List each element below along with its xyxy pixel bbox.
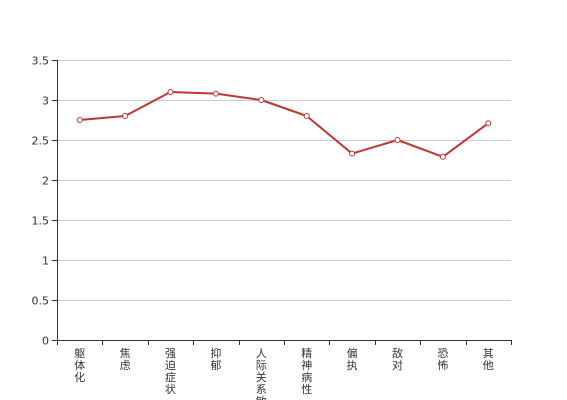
data-point[interactable] (212, 90, 219, 97)
grid-lines (57, 60, 511, 301)
data-point[interactable] (349, 150, 356, 157)
y-tick-label: 2 (42, 175, 49, 188)
data-point[interactable] (485, 120, 492, 127)
x-tick-label: 躯体化 (74, 347, 85, 384)
data-point[interactable] (439, 153, 446, 160)
x-tick-label: 精神病性 (301, 347, 312, 396)
x-tick-label: 抑郁 (210, 346, 221, 372)
y-tick-label: 1 (42, 255, 49, 268)
x-tick-label: 其他 (483, 347, 494, 372)
y-tick-label: 1.5 (32, 215, 50, 228)
y-tick-label: 3.5 (32, 55, 50, 68)
x-tick-label: 人际关系敏感 (256, 347, 267, 400)
x-tick-label: 恐怖 (437, 347, 448, 372)
data-point[interactable] (122, 113, 129, 119)
y-tick-label: 3 (42, 95, 49, 108)
x-tick-label: 焦虑 (120, 347, 131, 372)
y-tick-label: 0.5 (32, 295, 50, 308)
x-tick-label: 偏执 (347, 346, 358, 372)
y-tick-label: 2.5 (32, 135, 50, 148)
series-layer (76, 89, 492, 160)
data-point[interactable] (258, 97, 265, 103)
y-tick-label: 0 (42, 335, 49, 348)
x-tick-label: 敌对 (392, 346, 403, 372)
y-axis: 0 0.5 1 1.5 2 2.5 3 3.5 (32, 55, 58, 348)
data-point[interactable] (394, 137, 401, 143)
data-point[interactable] (303, 113, 310, 119)
data-point[interactable] (76, 117, 83, 123)
x-axis: 躯体化 焦虑 强迫症状 抑郁 人际关系敏感 精神病性 偏执 敌对 恐怖 其他 (57, 340, 512, 400)
series-line (79, 91, 489, 158)
x-tick-label: 强迫症状 (165, 347, 176, 396)
data-point[interactable] (167, 89, 174, 95)
